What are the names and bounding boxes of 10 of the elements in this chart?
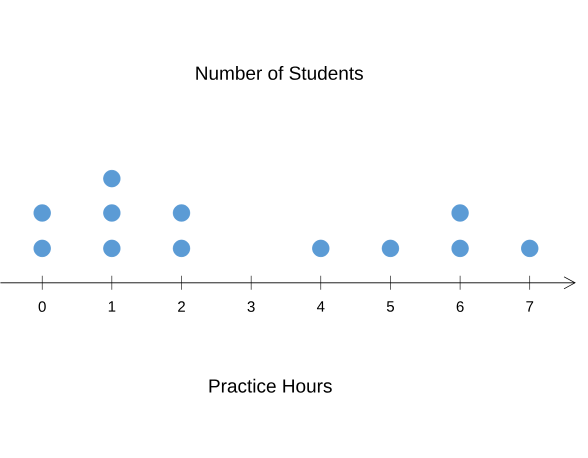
x-tick-label: 0: [38, 301, 46, 312]
x-tick-label: 7: [526, 301, 534, 312]
x-axis-title: Practice Hours: [210, 378, 332, 393]
x-tick-label: 6: [456, 301, 464, 312]
chart-title: Number of Students: [196, 66, 363, 80]
x-tick-label: 1: [108, 301, 116, 312]
x-tick-label: 5: [386, 301, 394, 312]
x-tick-label: 2: [178, 301, 185, 312]
x-tick-label: 4: [316, 301, 325, 312]
x-tick-label: 3: [248, 301, 255, 312]
